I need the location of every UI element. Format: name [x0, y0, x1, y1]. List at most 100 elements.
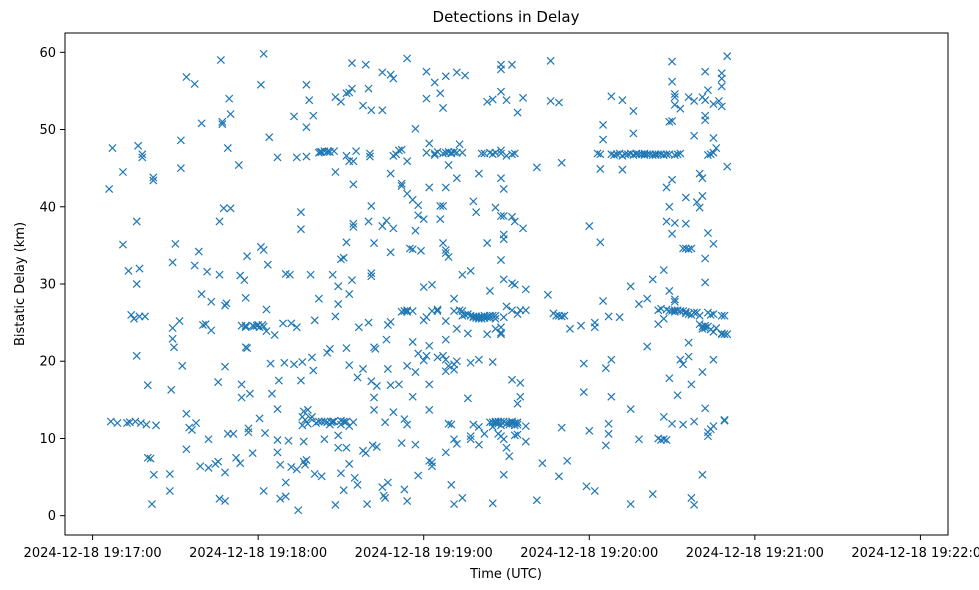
data-point-marker — [296, 208, 305, 217]
data-point-marker — [367, 201, 376, 211]
data-point-marker — [554, 98, 563, 107]
data-point-marker — [507, 375, 517, 384]
data-point-marker — [411, 368, 420, 377]
y-tick-label: 60 — [39, 46, 56, 61]
data-point-marker — [670, 297, 679, 306]
data-point-marker — [703, 151, 712, 160]
data-point-marker — [361, 449, 370, 458]
data-point-marker — [306, 270, 315, 279]
data-point-marker — [452, 174, 461, 183]
data-point-marker — [215, 270, 224, 279]
data-point-marker — [146, 454, 155, 463]
data-point-marker — [296, 225, 305, 234]
data-point-marker — [123, 418, 132, 428]
data-point-marker — [386, 317, 395, 326]
data-point-marker — [444, 252, 453, 261]
data-point-marker — [414, 211, 423, 220]
data-point-marker — [408, 245, 417, 254]
data-point-marker — [521, 306, 530, 315]
data-point-marker — [290, 360, 299, 369]
data-point-marker — [118, 240, 127, 249]
data-point-marker — [397, 181, 406, 190]
data-point-marker — [463, 394, 472, 403]
data-point-marker — [273, 435, 282, 445]
data-point-marker — [198, 320, 207, 329]
data-point-marker — [386, 381, 395, 390]
data-point-marker — [668, 117, 677, 126]
data-point-marker — [593, 149, 602, 158]
data-point-marker — [331, 312, 340, 321]
data-point-marker — [441, 355, 450, 364]
data-point-marker — [339, 253, 348, 262]
data-point-marker — [347, 84, 356, 93]
data-point-marker — [668, 57, 677, 66]
x-tick-label: 2024-12-18 19:20:00 — [520, 546, 658, 561]
data-point-marker — [690, 308, 699, 317]
data-point-marker — [244, 424, 253, 433]
data-point-marker — [392, 150, 401, 159]
data-point-marker — [345, 290, 354, 299]
data-point-marker — [714, 96, 723, 105]
data-point-marker — [596, 150, 605, 159]
data-point-marker — [132, 217, 141, 226]
data-point-marker — [668, 175, 677, 184]
y-tick-label: 20 — [39, 355, 56, 370]
data-point-marker — [358, 364, 368, 373]
data-point-marker — [723, 330, 732, 339]
data-point-marker — [516, 378, 525, 387]
data-point-marker — [245, 389, 254, 398]
data-point-marker — [127, 310, 136, 319]
data-point-marker — [469, 197, 478, 206]
data-point-marker — [659, 412, 668, 421]
data-point-marker — [519, 93, 528, 102]
data-point-marker — [203, 267, 212, 276]
data-point-marker — [698, 368, 707, 377]
data-point-marker — [665, 202, 674, 211]
data-point-marker — [455, 306, 464, 315]
data-point-marker — [521, 285, 530, 294]
data-point-marker — [648, 490, 657, 499]
data-point-marker — [381, 493, 390, 502]
data-point-marker — [439, 351, 448, 360]
data-point-marker — [223, 144, 232, 153]
data-point-marker — [334, 282, 343, 291]
data-point-marker — [287, 463, 296, 472]
data-point-marker — [307, 412, 316, 421]
data-point-marker — [168, 334, 177, 343]
data-point-marker — [118, 167, 127, 177]
data-point-marker — [441, 72, 450, 81]
data-point-marker — [496, 87, 506, 96]
data-point-marker — [472, 208, 481, 217]
plot-frame — [64, 32, 949, 536]
data-point-marker — [299, 437, 308, 446]
data-point-marker — [560, 311, 569, 320]
data-point-marker — [582, 482, 591, 491]
data-point-marker — [278, 319, 288, 328]
data-point-marker — [334, 443, 343, 452]
y-tick-label: 0 — [48, 509, 56, 524]
data-point-marker — [226, 204, 235, 213]
data-point-marker — [427, 462, 437, 471]
data-point-marker — [422, 67, 431, 76]
data-point-marker — [379, 491, 388, 500]
data-point-marker — [720, 311, 729, 320]
data-point-marker — [474, 440, 483, 449]
data-point-marker — [255, 414, 264, 423]
data-point-marker — [299, 407, 308, 416]
data-point-marker — [244, 428, 253, 437]
data-point-marker — [347, 59, 356, 68]
data-point-marker — [441, 448, 450, 457]
data-point-marker — [403, 420, 412, 429]
data-point-marker — [554, 472, 563, 481]
data-point-marker — [298, 357, 307, 367]
data-point-marker — [670, 93, 679, 102]
data-point-marker — [698, 470, 707, 479]
data-point-marker — [422, 94, 431, 103]
data-point-marker — [510, 217, 519, 226]
data-point-marker — [310, 316, 319, 325]
data-point-marker — [676, 149, 685, 158]
data-point-marker — [425, 380, 434, 389]
data-point-marker — [320, 435, 329, 444]
data-point-marker — [342, 89, 351, 98]
data-point-marker — [496, 149, 506, 158]
